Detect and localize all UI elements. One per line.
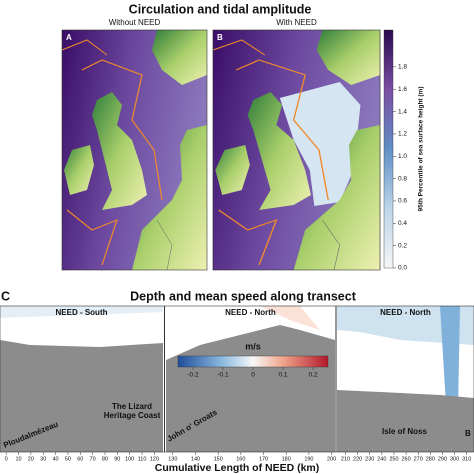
colorbar-tick-label: 0.4 — [398, 220, 407, 227]
panel-label: C — [1, 289, 10, 303]
x-tick-label: 90 — [114, 456, 120, 462]
annotation: B — [465, 429, 471, 438]
colorbar-label: m/s — [245, 341, 261, 351]
x-tick-label: 240 — [377, 456, 386, 462]
colorbar-tick-label: 0.0 — [398, 265, 407, 272]
panel-title: With NEED — [276, 18, 317, 27]
x-tick-label: 220 — [353, 456, 362, 462]
x-tick-label: 230 — [365, 456, 374, 462]
annotation-box: The Lizard Heritage Coast — [103, 402, 161, 420]
x-tick-label: 10 — [15, 456, 21, 462]
x-tick-label: 50 — [65, 456, 71, 462]
x-tick-label: 60 — [77, 456, 83, 462]
colorbar-label: 95th Percentile of sea surface height (m… — [418, 87, 425, 212]
annotation: Isle of Noss — [382, 427, 427, 436]
title: Circulation and tidal amplitude — [129, 2, 312, 16]
colorbar-tick-label: 0.8 — [398, 175, 407, 182]
panel-title: NEED - North — [225, 308, 276, 317]
x-tick-label: 150 — [214, 456, 223, 462]
colorbar-tick-label: 1.8 — [398, 64, 407, 71]
panel-title: Without NEED — [109, 18, 161, 27]
x-tick-label: 160 — [236, 456, 245, 462]
x-tick-label: 190 — [304, 456, 313, 462]
colorbar-tick-label: 0.2 — [398, 242, 407, 249]
colorbar-tick-label: 0.1 — [278, 372, 287, 379]
x-tick-label: 110 — [138, 456, 147, 462]
colorbar-tick-label: 0.2 — [308, 372, 317, 379]
colorbar-tick-label: 0.6 — [398, 198, 407, 205]
x-tick-label: 80 — [102, 456, 108, 462]
x-tick-label: 20 — [28, 456, 34, 462]
x-tick-label: 260 — [402, 456, 411, 462]
x-tick-label: 140 — [191, 456, 200, 462]
x-tick-label: 250 — [389, 456, 398, 462]
colorbar-tick-label: -0.1 — [217, 372, 229, 379]
annotation: The Lizard Heritage Coast — [103, 402, 161, 420]
x-tick-label: 280 — [426, 456, 435, 462]
x-tick-label: 170 — [259, 456, 268, 462]
x-axis-label: Cumulative Length of NEED (km) — [155, 462, 320, 474]
x-tick-label: 200 — [327, 456, 336, 462]
x-tick-label: 30 — [40, 456, 46, 462]
x-tick-label: 300 — [450, 456, 459, 462]
colorbar-tick-label: 0 — [251, 372, 255, 379]
colorbar-tick-label: 1.0 — [398, 153, 407, 160]
panel-label: A — [66, 33, 72, 42]
colorbar-tick-label: 1.2 — [398, 131, 407, 138]
panel-title: NEED - North — [380, 308, 431, 317]
x-tick-label: 130 — [168, 456, 177, 462]
x-tick-label: 310 — [462, 456, 471, 462]
x-tick-label: 0 — [5, 456, 8, 462]
colorbar-tick-label: 1.6 — [398, 86, 407, 93]
panel-label: B — [217, 33, 223, 42]
colorbar-tick-label: 1.4 — [398, 108, 407, 115]
x-tick-label: 70 — [90, 456, 96, 462]
panel-title: NEED - South — [56, 308, 108, 317]
title: Depth and mean speed along transect — [130, 289, 357, 303]
x-tick-label: 290 — [438, 456, 447, 462]
x-tick-label: 180 — [282, 456, 291, 462]
x-tick-label: 120 — [150, 456, 159, 462]
x-tick-label: 210 — [341, 456, 350, 462]
x-tick-label: 100 — [125, 456, 134, 462]
x-tick-label: 40 — [53, 456, 59, 462]
x-tick-label: 270 — [414, 456, 423, 462]
colorbar-tick-label: -0.2 — [187, 372, 199, 379]
